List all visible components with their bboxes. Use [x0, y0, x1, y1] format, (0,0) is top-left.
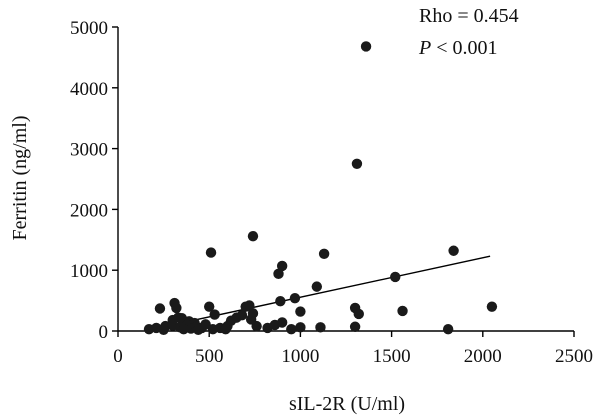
data-point	[286, 323, 297, 335]
data-point	[244, 300, 255, 311]
data-point	[318, 248, 330, 259]
y-ticks: 0 1000 2000 3000 4000 5000	[70, 18, 118, 343]
rho-annotation: Rho = 0.454	[419, 5, 519, 27]
data-point	[205, 247, 217, 258]
data-point	[353, 308, 364, 320]
data-point	[397, 305, 408, 317]
data-point	[295, 322, 306, 333]
data-point	[245, 314, 257, 325]
data-point	[360, 41, 372, 52]
data-point	[311, 281, 323, 292]
data-point	[204, 301, 215, 312]
data-point	[154, 303, 166, 314]
data-point	[220, 323, 231, 335]
p-value-annotation: P < 0.001	[418, 37, 498, 59]
data-point	[276, 260, 288, 272]
data-point	[289, 292, 301, 304]
x-tick-label: 1500	[373, 346, 411, 367]
x-tick-label: 2500	[555, 346, 593, 367]
data-point	[209, 309, 220, 320]
data-point	[247, 230, 259, 242]
data-point	[273, 268, 284, 280]
data-point	[315, 322, 326, 333]
data-point	[390, 271, 401, 283]
data-points	[143, 41, 498, 335]
data-point	[200, 319, 211, 330]
x-tick-label: 2000	[464, 346, 502, 367]
regression-line	[145, 255, 491, 332]
data-point	[193, 324, 204, 335]
p-value-text: < 0.001	[431, 37, 497, 59]
x-axis-title: sIL-2R (U/ml)	[289, 393, 405, 415]
data-point	[171, 302, 182, 314]
x-ticks: 0 500 1000 1500 2000 2500	[113, 331, 593, 367]
y-tick-label: 3000	[70, 140, 108, 161]
data-point	[295, 306, 306, 317]
y-tick-label: 0	[99, 322, 109, 343]
data-point	[178, 323, 189, 335]
y-axis-title: Ferritin (ng/ml)	[9, 116, 31, 241]
data-point	[349, 321, 361, 332]
data-point	[276, 317, 288, 328]
data-point	[442, 323, 454, 335]
p-symbol: P	[418, 37, 431, 59]
data-point	[486, 301, 498, 312]
data-point	[448, 245, 459, 256]
data-point	[236, 309, 248, 321]
y-tick-label: 5000	[70, 18, 108, 39]
x-tick-label: 1000	[281, 346, 319, 367]
y-tick-label: 1000	[70, 261, 108, 282]
y-tick-label: 2000	[70, 200, 108, 221]
data-point	[275, 296, 286, 307]
y-tick-label: 4000	[70, 79, 108, 100]
axes	[117, 27, 574, 332]
x-tick-label: 500	[195, 346, 224, 367]
data-point	[158, 324, 169, 335]
data-point	[351, 158, 363, 169]
x-tick-label: 0	[113, 346, 123, 367]
